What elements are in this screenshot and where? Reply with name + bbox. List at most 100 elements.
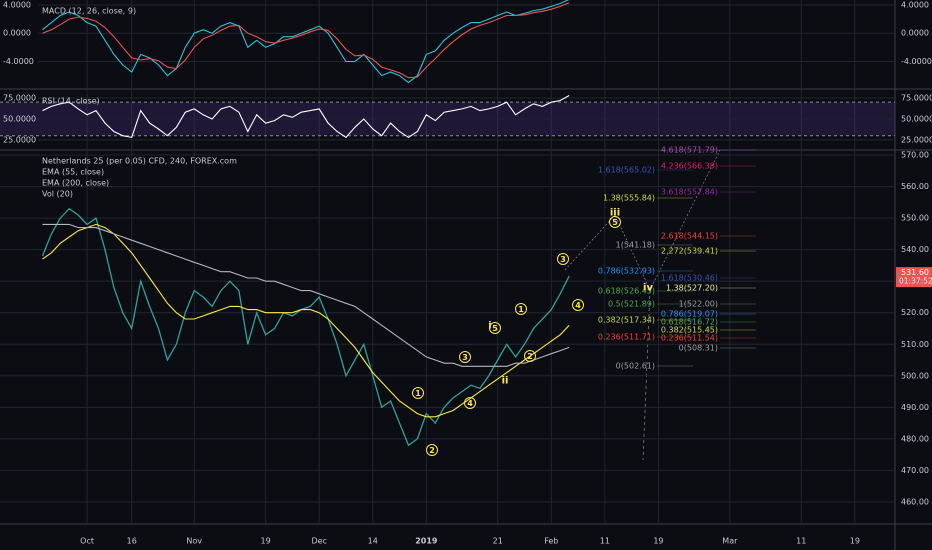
fib-level-label: 0.236(511.54) — [661, 334, 718, 343]
wave-circle — [609, 216, 621, 228]
y-tick-label: 50.0000 — [901, 114, 932, 123]
y-tick-label: 520.00 — [901, 308, 929, 317]
projection-path — [642, 289, 651, 461]
y-tick-label: 570.00 — [901, 151, 929, 160]
y-tick-label: 75.0000 — [901, 93, 932, 102]
series-line — [41, 207, 570, 447]
wave-label: 1 — [415, 389, 421, 398]
x-tick-label: 19 — [261, 537, 271, 546]
y-tick-label-left: 75.0000 — [3, 93, 36, 102]
x-tick-label: 19 — [850, 537, 860, 546]
fib-level-label: 1.618(530.46) — [661, 274, 718, 283]
fib-level-label: 2.272(539.41) — [661, 247, 718, 256]
x-tick-label: 14 — [368, 537, 378, 546]
pane-title: Netherlands 25 (per 0.05) CFD, 240, FORE… — [42, 157, 237, 166]
fib-level-label: 0.382(517.34) — [598, 316, 655, 325]
fib-level-label: 0.618(526.45) — [598, 287, 655, 296]
wave-label: 3 — [560, 255, 566, 264]
y-tick-label: 470.00 — [901, 466, 929, 475]
fib-level-label: 0(502.61) — [616, 362, 655, 371]
x-tick-label: 2019 — [415, 537, 438, 546]
x-tick-label: Dec — [311, 537, 326, 546]
y-tick-label: 550.00 — [901, 214, 929, 223]
wave-label: 5 — [612, 218, 618, 227]
wave-circle — [459, 351, 471, 363]
series-line — [42, 2, 570, 79]
y-tick-label: 460.00 — [901, 497, 929, 506]
countdown-label: 01:37:52 — [899, 277, 932, 286]
wave-circle — [426, 444, 438, 456]
fib-level-label: 0.236(511.71) — [598, 333, 655, 342]
y-tick-label-left: 0.0000 — [3, 29, 31, 38]
fib-level-label: 0.786(532.93) — [598, 267, 655, 276]
wave-label: 1 — [518, 305, 524, 314]
fib-level-label: 0(508.31) — [679, 344, 718, 353]
y-tick-label: 560.00 — [901, 182, 929, 191]
wave-label: 4 — [467, 399, 473, 408]
y-tick-label-left: -4.0000 — [3, 57, 34, 66]
price-badge-label: 531.60 — [901, 268, 929, 277]
y-tick-label: 500.00 — [901, 371, 929, 380]
fib-level-label: 2.618(544.15) — [661, 232, 718, 241]
wave-label: 3 — [462, 353, 468, 362]
wave-label: ii — [502, 376, 509, 387]
wave-circle — [464, 397, 476, 409]
series-line — [42, 223, 570, 418]
x-tick-label: Mar — [722, 537, 738, 546]
wave-label: 5 — [492, 324, 498, 333]
wave-circle — [572, 299, 584, 311]
x-tick-label: 11 — [600, 537, 610, 546]
fib-level-label: 0.786(519.07) — [661, 310, 718, 319]
wave-circle — [515, 303, 527, 315]
x-tick-label: Nov — [186, 537, 202, 546]
fib-level-label: 1.38(555.84) — [603, 194, 655, 203]
y-tick-label: 4.0000 — [901, 0, 929, 9]
wave-label: 4 — [575, 301, 581, 310]
legend-entry: EMA (55, close) — [42, 168, 104, 177]
fib-level-label: 0.618(516.72) — [661, 318, 718, 327]
fib-level-label: 1.38(527.20) — [666, 284, 718, 293]
x-tick-label: Feb — [544, 537, 558, 546]
fib-level-label: 4.618(571.79) — [661, 146, 718, 155]
pane-title: RSI (14, close) — [42, 97, 100, 106]
wave-circle — [412, 387, 424, 399]
fib-level-label: 1(522.00) — [679, 300, 718, 309]
y-tick-label: 480.00 — [901, 434, 929, 443]
x-tick-label: 16 — [127, 537, 137, 546]
y-tick-label: 540.00 — [901, 245, 929, 254]
wave-circle — [557, 253, 569, 265]
wave-label: 2 — [527, 352, 533, 361]
projection-path — [564, 149, 721, 291]
series-line — [42, 223, 570, 367]
y-tick-label: 510.00 — [901, 340, 929, 349]
x-tick-label: 21 — [493, 537, 503, 546]
y-tick-label-left: 50.0000 — [3, 114, 36, 123]
x-tick-label: 19 — [653, 537, 663, 546]
y-tick-label: 490.00 — [901, 403, 929, 412]
wave-label: iv — [643, 283, 653, 294]
y-tick-label-left: 4.0000 — [3, 0, 31, 9]
x-tick-label: 11 — [796, 537, 806, 546]
legend-entry: EMA (200, close) — [42, 179, 109, 188]
wave-circle — [489, 322, 501, 334]
y-tick-label-left: 25.0000 — [3, 135, 36, 144]
series-line — [42, 95, 570, 139]
wave-circle — [524, 350, 536, 362]
y-tick-label: 25.0000 — [901, 135, 932, 144]
fib-level-label: 4.236(566.38) — [661, 162, 718, 171]
fib-level-label: 3.618(557.84) — [661, 188, 718, 197]
y-tick-label: -4.0000 — [901, 57, 932, 66]
y-tick-label: 0.0000 — [901, 29, 929, 38]
wave-label: 2 — [429, 446, 435, 455]
fib-level-label: 1.618(565.02) — [598, 166, 655, 175]
fib-level-label: 1(541.18) — [616, 241, 655, 250]
fib-level-label: 0.382(515.45) — [661, 326, 718, 335]
pane-title: MACD (12, 26, close, 9) — [42, 7, 136, 16]
series-line — [42, 0, 570, 84]
fib-level-label: 0.5(521.89) — [608, 300, 655, 309]
wave-label: iii — [610, 208, 620, 219]
x-tick-label: Oct — [80, 537, 94, 546]
legend-entry: Vol (20) — [42, 190, 73, 199]
